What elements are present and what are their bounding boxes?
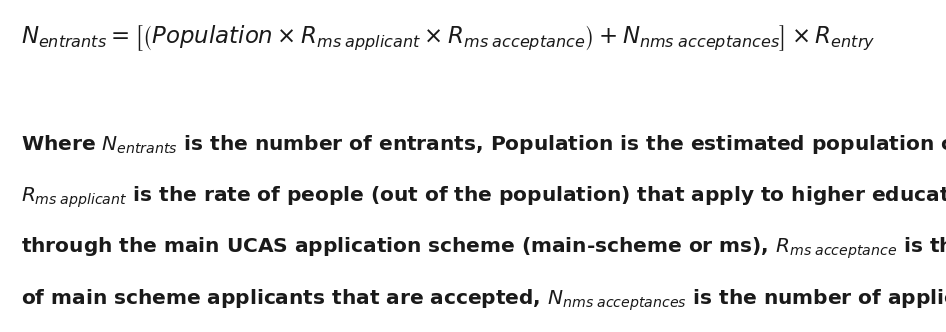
Text: Where $N_{entrants}$ is the number of entrants, Population is the estimated popu: Where $N_{entrants}$ is the number of en… — [21, 133, 946, 156]
Text: of main scheme applicants that are accepted, $N_{nms\;acceptances}$ is the numbe: of main scheme applicants that are accep… — [21, 287, 946, 313]
Text: $R_{ms\;applicant}$ is the rate of people (out of the population) that apply to : $R_{ms\;applicant}$ is the rate of peopl… — [21, 184, 946, 210]
Text: through the main UCAS application scheme (main-scheme or ms), $R_{ms\;acceptance: through the main UCAS application scheme… — [21, 236, 946, 261]
Text: $N_{entrants} = \left[\left(Population \times R_{ms\;applicant} \times R_{ms\;ac: $N_{entrants} = \left[\left(Population \… — [21, 23, 875, 53]
